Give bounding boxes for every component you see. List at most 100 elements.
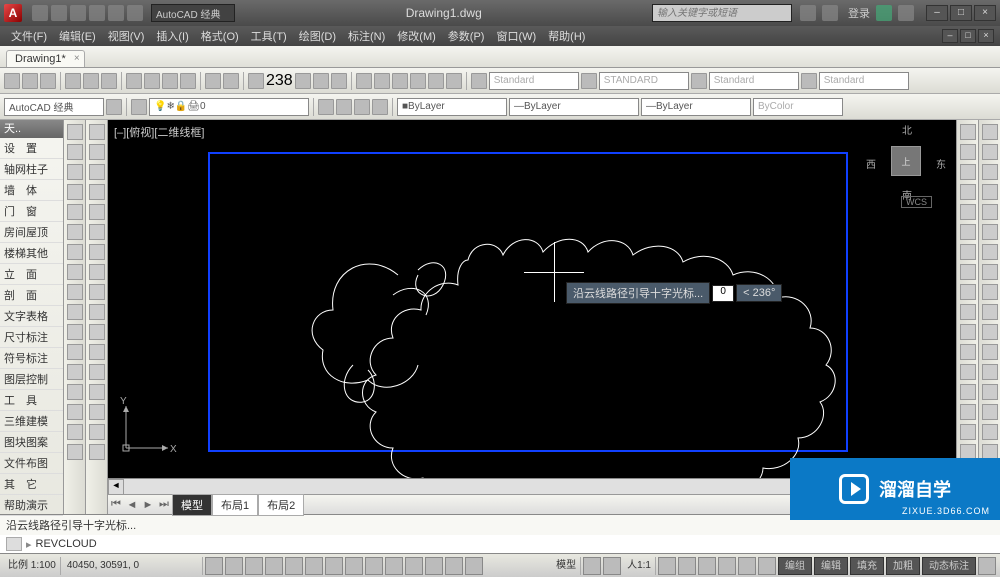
ducs-toggle[interactable] [345, 557, 363, 575]
paste-icon[interactable] [162, 73, 178, 89]
textstyle-btn-icon[interactable] [471, 73, 487, 89]
tool-icon[interactable] [89, 284, 105, 300]
tool-icon[interactable] [67, 324, 83, 340]
workspace-combo[interactable]: AutoCAD 经典 [4, 98, 104, 116]
tool-icon[interactable] [67, 304, 83, 320]
status-group4[interactable]: 加粗 [886, 557, 920, 575]
dimstyle-btn-icon[interactable] [581, 73, 597, 89]
tool-icon[interactable] [982, 264, 998, 280]
new-icon[interactable] [32, 5, 48, 21]
menu-help[interactable]: 帮助(H) [543, 26, 590, 46]
app-logo[interactable]: A [4, 4, 22, 22]
tool-icon[interactable] [67, 164, 83, 180]
status-iso-icon[interactable] [758, 557, 776, 575]
tool-icon[interactable] [89, 204, 105, 220]
status-group3[interactable]: 填充 [850, 557, 884, 575]
sc-toggle[interactable] [445, 557, 463, 575]
tool-icon[interactable] [982, 184, 998, 200]
menu-draw[interactable]: 绘图(D) [294, 26, 341, 46]
tool-icon[interactable] [982, 324, 998, 340]
tool-icon[interactable] [960, 244, 976, 260]
tool-icon[interactable] [960, 124, 976, 140]
tool-icon[interactable] [960, 144, 976, 160]
tool-icon[interactable] [67, 384, 83, 400]
doc-tab-active[interactable]: Drawing1* [6, 50, 85, 67]
calc-icon[interactable] [446, 73, 462, 89]
sidebar-item[interactable]: 符号标注 [0, 348, 63, 369]
layer-prev-icon[interactable] [318, 99, 334, 115]
command-icon[interactable] [6, 537, 22, 551]
tool-icon[interactable] [960, 404, 976, 420]
status-annoauto-icon[interactable] [678, 557, 696, 575]
tool-icon[interactable] [89, 144, 105, 160]
tab-layout1[interactable]: 布局1 [212, 494, 258, 516]
tool-icon[interactable] [89, 324, 105, 340]
status-group5[interactable]: 动态标注 [922, 557, 976, 575]
tool-icon[interactable] [67, 184, 83, 200]
status-clean-icon[interactable] [978, 557, 996, 575]
status-annovis-icon[interactable] [658, 557, 676, 575]
tool-icon[interactable] [67, 124, 83, 140]
tool-icon[interactable] [89, 244, 105, 260]
sidebar-item[interactable]: 楼梯其他 [0, 243, 63, 264]
viewcube-top[interactable]: 上 [891, 146, 921, 176]
save-icon[interactable] [70, 5, 86, 21]
tool-icon[interactable] [982, 224, 998, 240]
dynamic-input-value[interactable]: 0 [712, 285, 734, 302]
sidebar-item[interactable]: 墙 体 [0, 180, 63, 201]
tool-icon[interactable] [960, 344, 976, 360]
tool-icon[interactable] [67, 284, 83, 300]
tool-icon[interactable] [982, 164, 998, 180]
sidebar-item[interactable]: 工 具 [0, 390, 63, 411]
tool-icon[interactable] [67, 344, 83, 360]
status-grid-icon[interactable] [583, 557, 601, 575]
tab-nav-last[interactable]: ⏭ [156, 498, 172, 511]
drawing-canvas[interactable]: [–][俯视][二维线框] 沿云线路径引导十字光标... 0 < 236° 北 … [108, 120, 956, 478]
tool-icon[interactable] [960, 264, 976, 280]
tool-icon[interactable] [67, 364, 83, 380]
tool-icon[interactable] [982, 344, 998, 360]
minimize-button[interactable]: – [926, 5, 948, 21]
tool-icon[interactable] [89, 224, 105, 240]
tool-icon[interactable] [960, 384, 976, 400]
tool-icon[interactable] [89, 184, 105, 200]
sidebar-item[interactable]: 图层控制 [0, 369, 63, 390]
layer-combo[interactable]: 💡❄🔒🖨 0 [149, 98, 309, 116]
tool-icon[interactable] [960, 224, 976, 240]
sidebar-item[interactable]: 图块图案 [0, 432, 63, 453]
tab-layout2[interactable]: 布局2 [258, 494, 304, 516]
tool-icon[interactable] [982, 384, 998, 400]
color-combo[interactable]: ■ ByLayer [397, 98, 507, 116]
print-icon[interactable] [127, 5, 143, 21]
layer-iso-icon[interactable] [354, 99, 370, 115]
status-annoscale[interactable]: 人1:1 [623, 557, 656, 575]
tool-icon[interactable] [982, 204, 998, 220]
otrack-toggle[interactable] [325, 557, 343, 575]
polar-toggle[interactable] [265, 557, 283, 575]
zoom-prev-icon[interactable] [331, 73, 347, 89]
menu-param[interactable]: 参数(P) [443, 26, 490, 46]
login-link[interactable]: 登录 [848, 5, 870, 21]
sidebar-item[interactable]: 设 置 [0, 138, 63, 159]
tablestyle-btn-icon[interactable] [691, 73, 707, 89]
help-icon[interactable] [898, 5, 914, 21]
tool-icon[interactable] [982, 364, 998, 380]
snap-toggle[interactable] [205, 557, 223, 575]
tool-icon[interactable] [960, 324, 976, 340]
toolpalette-icon[interactable] [392, 73, 408, 89]
match-icon[interactable] [180, 73, 196, 89]
menu-dimension[interactable]: 标注(N) [343, 26, 390, 46]
status-qv-icon[interactable] [603, 557, 621, 575]
3dosnap-toggle[interactable] [305, 557, 323, 575]
tool-icon[interactable] [960, 364, 976, 380]
grid-toggle[interactable] [225, 557, 243, 575]
tool-icon[interactable] [960, 204, 976, 220]
tablestyle-combo[interactable]: Standard [709, 72, 799, 90]
tool-icon[interactable] [982, 284, 998, 300]
scroll-left-button[interactable]: ◄ [108, 479, 124, 495]
preview-icon[interactable] [83, 73, 99, 89]
status-group1[interactable]: 编组 [778, 557, 812, 575]
markup-icon[interactable] [428, 73, 444, 89]
tool-icon[interactable] [89, 124, 105, 140]
exchange-icon[interactable] [876, 5, 892, 21]
